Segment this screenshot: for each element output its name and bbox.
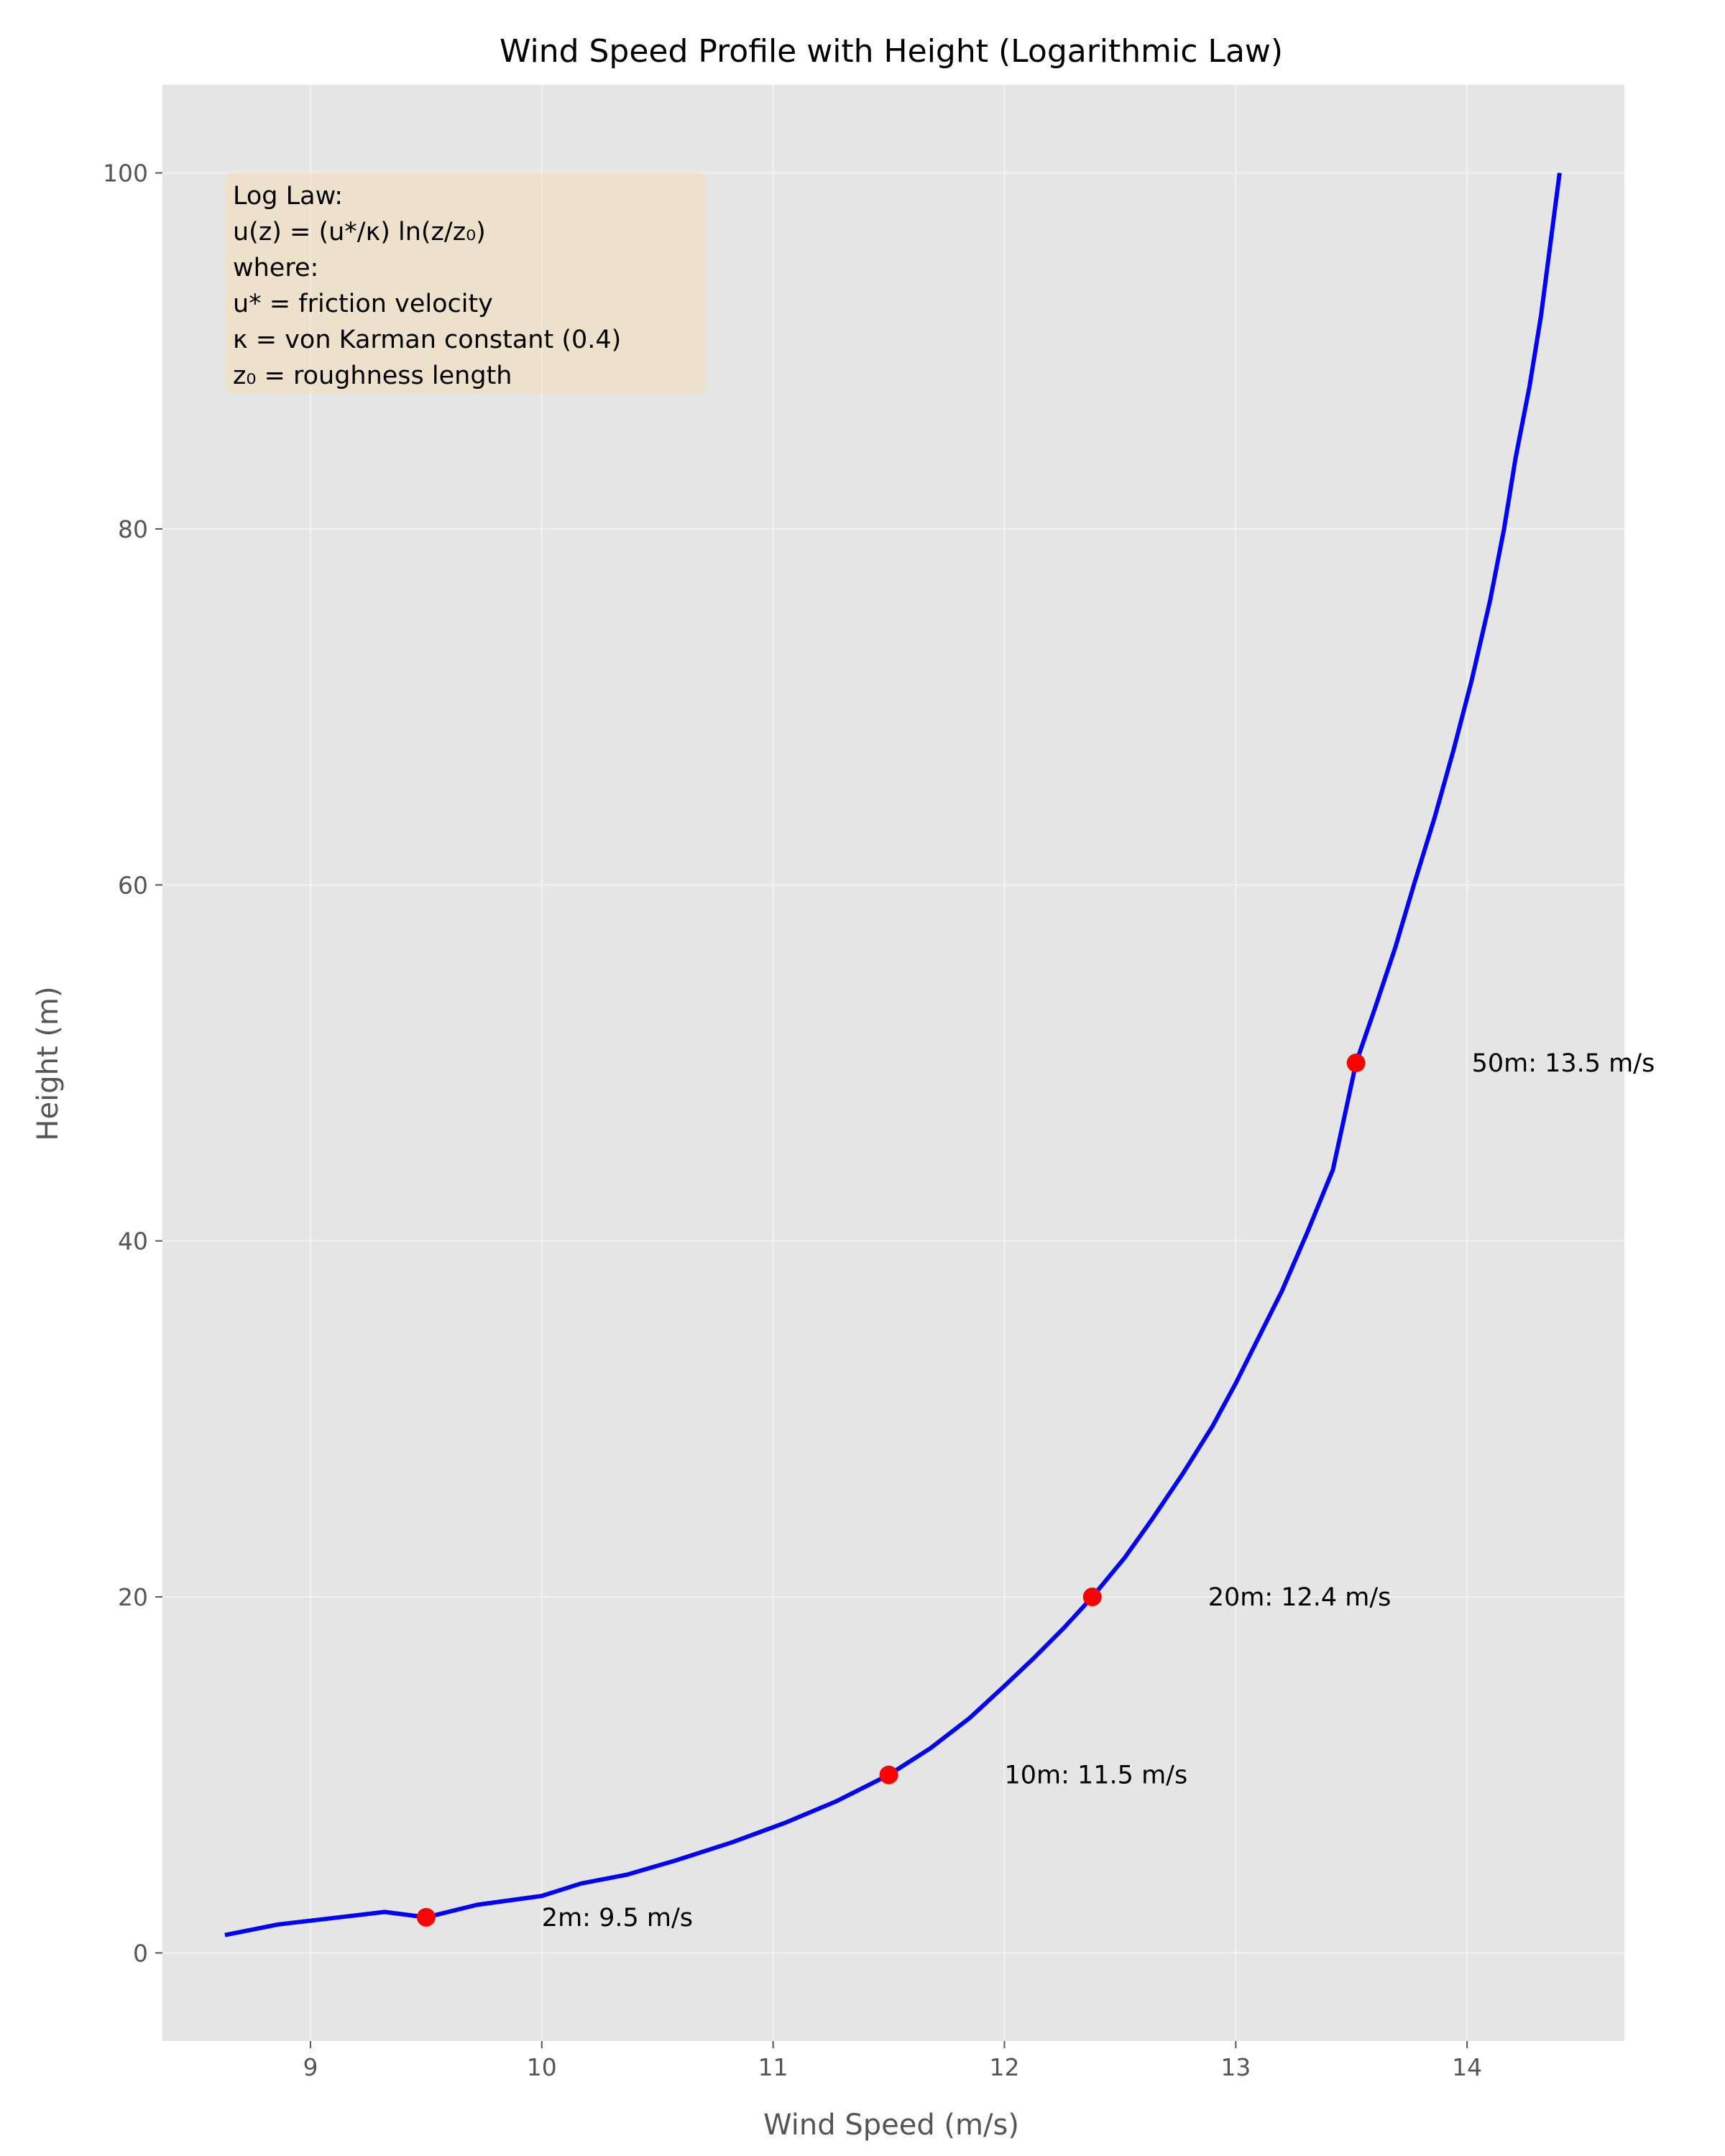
y-tick-label: 20 <box>118 1583 148 1611</box>
x-tick-label: 11 <box>758 2053 788 2081</box>
wind-profile-line <box>224 172 1562 1938</box>
annotation-line-2: u(z) = (u*/κ) ln(z/z₀) <box>233 218 486 247</box>
data-point-marker <box>1346 1054 1366 1072</box>
log-law-annotation-box: Log Law: u(z) = (u*/κ) ln(z/z₀) where: u… <box>226 172 706 394</box>
annotation-line-6: z₀ = roughness length <box>233 361 512 390</box>
data-point-label: 50m: 13.5 m/s <box>1472 1049 1655 1078</box>
annotation-line-3: where: <box>233 254 318 282</box>
x-axis-label: Wind Speed (m/s) <box>763 2109 1019 2142</box>
data-point-marker <box>416 1907 436 1927</box>
data-point-label: 10m: 11.5 m/s <box>1004 1761 1187 1790</box>
annotation-line-1: Log Law: <box>233 182 343 211</box>
marked-points: 2m: 9.5 m/s 10m: 11.5 m/s 20m: 12.4 m/s 50m… <box>416 1049 1655 1932</box>
y-tick-label: 100 <box>103 160 148 188</box>
y-axis-ticks: 0 20 40 60 80 100 <box>103 160 162 1967</box>
x-tick-label: 13 <box>1220 2053 1251 2081</box>
annotation-box-background <box>226 172 706 394</box>
plot-area <box>162 85 1624 2041</box>
chart-title: Wind Speed Profile with Height (Logarith… <box>500 33 1283 70</box>
annotation-line-4: u* = friction velocity <box>233 290 493 318</box>
y-tick-label: 40 <box>118 1227 148 1256</box>
y-axis-label: Height (m) <box>32 986 65 1141</box>
x-axis-ticks: 9 10 11 12 13 14 <box>303 2041 1482 2081</box>
x-tick-label: 10 <box>527 2053 557 2081</box>
x-tick-label: 14 <box>1452 2053 1482 2081</box>
annotation-line-5: κ = von Karman constant (0.4) <box>233 326 621 354</box>
data-point-marker <box>879 1765 898 1784</box>
x-tick-label: 12 <box>989 2053 1019 2081</box>
y-tick-label: 0 <box>133 1939 148 1967</box>
x-tick-label: 9 <box>303 2053 318 2081</box>
data-point-label: 2m: 9.5 m/s <box>542 1904 693 1932</box>
data-point-marker <box>1082 1588 1102 1607</box>
y-tick-label: 80 <box>118 515 148 543</box>
data-point-label: 20m: 12.4 m/s <box>1208 1583 1392 1612</box>
y-tick-label: 60 <box>118 871 148 899</box>
gridlines <box>162 85 1624 2041</box>
